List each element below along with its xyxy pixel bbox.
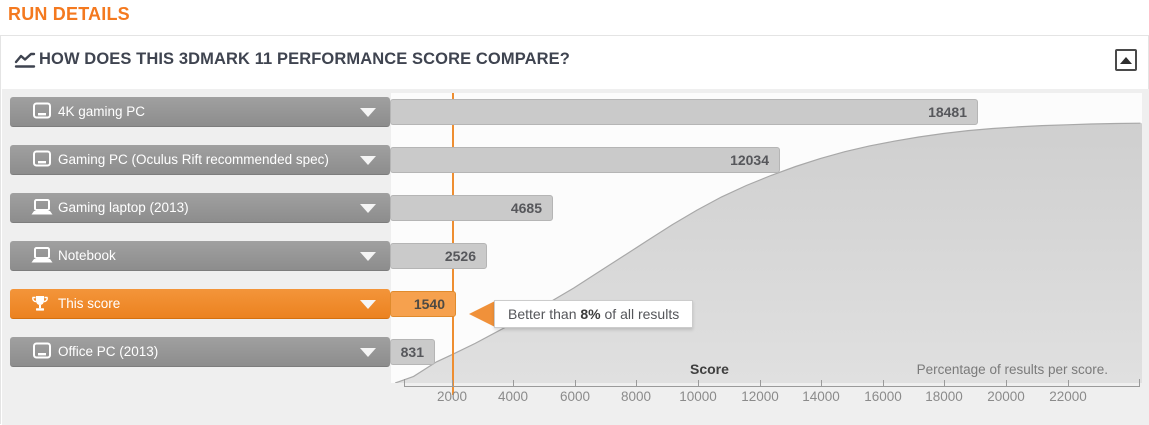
benchmark-dropdown[interactable]: 4K gaming PC <box>10 97 390 127</box>
axis-tick <box>404 379 405 387</box>
chevron-down-icon <box>360 204 376 213</box>
panel-title-bar: HOW DOES THIS 3DMARK 11 PERFORMANCE SCOR… <box>1 36 1148 89</box>
chevron-down-icon <box>360 252 376 261</box>
benchmark-dropdown[interactable]: Gaming PC (Oculus Rift recommended spec) <box>10 145 390 175</box>
score-value: 831 <box>400 344 424 360</box>
score-bar: 18481 <box>390 99 978 125</box>
benchmark-label: Gaming laptop (2013) <box>58 200 189 215</box>
x-axis-title: Score <box>690 361 729 377</box>
y-axis-description: Percentage of results per score. <box>916 362 1108 377</box>
chart-line-icon <box>14 52 36 68</box>
distribution-curve <box>391 122 1142 383</box>
axis-tick-label: 20000 <box>987 389 1025 404</box>
benchmark-label: Gaming PC (Oculus Rift recommended spec) <box>58 152 329 167</box>
page-title: RUN DETAILS <box>8 4 130 24</box>
axis-tick <box>1006 380 1007 386</box>
axis-tick-label: 6000 <box>559 389 591 404</box>
axis-tick <box>452 380 453 386</box>
desktop-icon <box>30 102 54 122</box>
benchmark-dropdown[interactable]: Office PC (2013) <box>10 337 390 367</box>
axis-tick <box>821 380 822 386</box>
score-bar: 1540 <box>390 291 456 317</box>
chevron-down-icon <box>360 348 376 357</box>
score-value: 18481 <box>928 104 967 120</box>
benchmark-label: 4K gaming PC <box>58 104 146 119</box>
laptop-icon <box>30 198 54 218</box>
axis-tick <box>944 380 945 386</box>
axis-tick <box>513 380 514 386</box>
score-bar: 12034 <box>390 147 780 173</box>
axis-tick <box>636 380 637 386</box>
better-than-tooltip: Better than 8% of all results <box>494 300 694 328</box>
chevron-down-icon <box>360 108 376 117</box>
axis-tick-label: 8000 <box>620 389 652 404</box>
axis-tick <box>760 380 761 386</box>
axis-tick-label: 10000 <box>679 389 717 404</box>
tooltip-arrow-icon <box>469 301 495 327</box>
benchmark-label: This score <box>58 296 121 311</box>
benchmark-label: Office PC (2013) <box>58 344 159 359</box>
trophy-icon <box>30 294 54 314</box>
axis-tick-label: 14000 <box>802 389 840 404</box>
chevron-down-icon <box>360 300 376 309</box>
score-bar: 831 <box>390 339 435 365</box>
axis-tick-label: 18000 <box>925 389 963 404</box>
score-value: 12034 <box>730 152 769 168</box>
score-comparison-chart: 4K gaming PC 18481 Gaming PC (Oculus Rift … <box>2 89 1149 425</box>
axis-tick <box>1068 380 1069 386</box>
axis-tick-label: 2000 <box>436 389 468 404</box>
collapse-button[interactable] <box>1115 49 1137 71</box>
benchmark-label: Notebook <box>58 248 116 263</box>
axis-tick-label: 4000 <box>497 389 529 404</box>
x-axis <box>404 386 1140 387</box>
benchmark-dropdown[interactable]: Gaming laptop (2013) <box>10 193 390 223</box>
score-bar: 2526 <box>390 243 487 269</box>
laptop-icon <box>30 246 54 266</box>
score-value: 2526 <box>444 248 476 264</box>
chevron-down-icon <box>360 156 376 165</box>
score-value: 4685 <box>510 200 542 216</box>
axis-tick <box>883 380 884 386</box>
score-value: 1540 <box>413 296 445 312</box>
panel-title: HOW DOES THIS 3DMARK 11 PERFORMANCE SCOR… <box>39 50 570 68</box>
axis-tick-label: 22000 <box>1049 389 1087 404</box>
axis-tick-label: 12000 <box>741 389 779 404</box>
axis-tick <box>698 380 699 386</box>
better-than-value: 8% <box>580 306 601 322</box>
axis-tick-label: 16000 <box>864 389 902 404</box>
axis-tick <box>575 380 576 386</box>
collapse-up-icon <box>1120 56 1132 64</box>
desktop-icon <box>30 342 54 362</box>
benchmark-dropdown[interactable]: This score <box>10 289 390 319</box>
desktop-icon <box>30 150 54 170</box>
compare-panel: HOW DOES THIS 3DMARK 11 PERFORMANCE SCOR… <box>0 35 1149 425</box>
axis-tick <box>1139 379 1140 387</box>
benchmark-dropdown[interactable]: Notebook <box>10 241 390 271</box>
score-bar: 4685 <box>390 195 553 221</box>
